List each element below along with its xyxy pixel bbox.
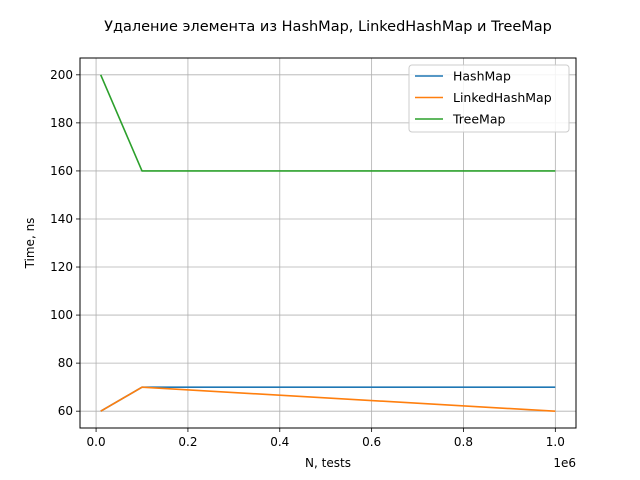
x-tick-label: 0.6 [362,435,381,449]
legend-label: LinkedHashMap [453,90,552,105]
x-axis-offset-label: 1e6 [553,456,576,470]
y-tick-label: 120 [50,260,73,274]
y-tick-label: 180 [50,116,73,130]
chart-title: Удаление элемента из HashMap, LinkedHash… [104,19,552,35]
x-tick-label: 0.2 [178,435,197,449]
y-tick-label: 100 [50,308,73,322]
y-axis-label: Time, ns [23,218,37,270]
x-axis-ticks: 0.0 0.2 0.4 0.6 0.8 1.0 [87,428,565,449]
series-lines [99,74,556,412]
series-line-treemap [99,74,556,172]
x-axis-label: N, tests [305,456,351,470]
series-line-linkedhashmap [100,386,556,412]
y-tick-label: 160 [50,164,73,178]
y-tick-label: 60 [58,404,73,418]
x-tick-label: 0.4 [270,435,289,449]
y-tick-label: 200 [50,68,73,82]
y-tick-label: 140 [50,212,73,226]
legend-label: HashMap [453,69,511,84]
y-axis-ticks: 60 80 100 120 140 160 180 200 [50,68,80,418]
x-tick-label: 0.8 [454,435,473,449]
plot-frame [79,57,577,429]
x-tick-label: 1.0 [546,435,565,449]
legend-label: TreeMap [452,112,505,127]
y-tick-label: 80 [58,356,73,370]
x-tick-label: 0.0 [87,435,106,449]
legend-box [408,64,570,133]
legend: HashMap LinkedHashMap TreeMap [408,64,570,133]
